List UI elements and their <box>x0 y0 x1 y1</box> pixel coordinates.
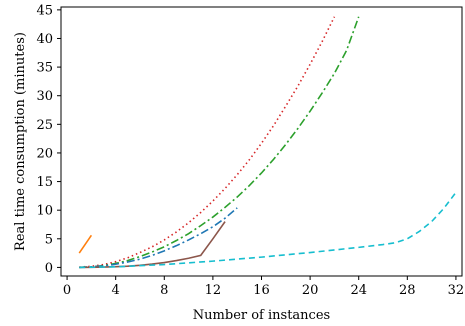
y-tick-label: 15 <box>36 175 53 190</box>
series-line-4 <box>79 207 238 269</box>
x-tick-label: 24 <box>350 283 367 298</box>
y-axis-title: Real time consumption (minutes) <box>13 32 28 251</box>
x-tick-label: 8 <box>160 283 168 298</box>
y-tick-label: 0 <box>45 261 53 276</box>
y-tick-label: 10 <box>36 204 53 219</box>
series-line-2 <box>79 16 336 268</box>
series-line-1 <box>78 234 93 254</box>
y-tick-label: 40 <box>36 32 53 47</box>
x-tick-label: 0 <box>63 283 71 298</box>
y-tick-label: 45 <box>36 3 53 18</box>
x-tick-label: 32 <box>448 283 465 298</box>
y-tick-label: 20 <box>36 146 53 161</box>
x-axis-title: Number of instances <box>193 308 330 323</box>
series-layer <box>78 16 457 269</box>
y-axis: 0 5 10 15 20 25 30 35 40 45 <box>36 3 61 276</box>
x-tick-label: 4 <box>112 283 120 298</box>
x-tick-label: 12 <box>205 283 222 298</box>
y-tick-label: 5 <box>45 232 53 247</box>
series-line-3 <box>79 16 360 269</box>
series-line-6 <box>79 191 457 269</box>
series-line-5 <box>79 221 226 269</box>
plot-area <box>60 6 463 277</box>
x-axis: 0 4 8 12 16 20 24 28 32 <box>63 276 464 298</box>
plot-frame <box>60 6 463 277</box>
x-tick-label: 20 <box>302 283 319 298</box>
x-tick-label: 16 <box>253 283 270 298</box>
y-tick-label: 30 <box>36 89 53 104</box>
x-tick-label: 28 <box>399 283 416 298</box>
y-tick-label: 25 <box>36 118 53 133</box>
y-tick-label: 35 <box>36 61 53 76</box>
